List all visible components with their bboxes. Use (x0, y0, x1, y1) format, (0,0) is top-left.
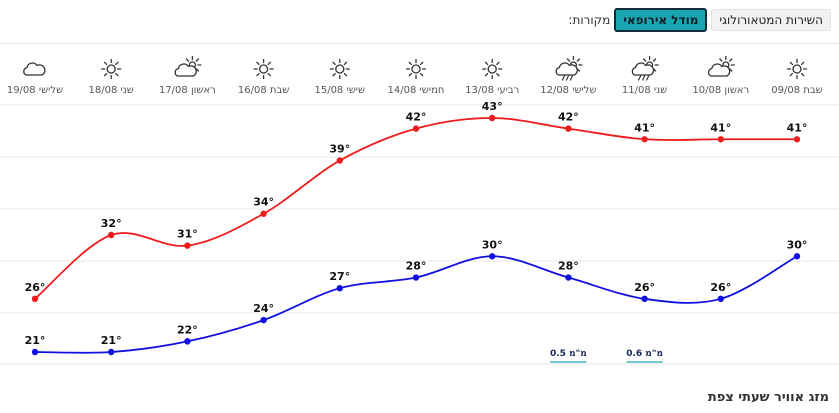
low-temp-label: 24° (253, 302, 274, 315)
low-temp-point (184, 338, 191, 345)
low-temp-label: 21° (25, 334, 46, 347)
header-divider (0, 43, 839, 44)
sun-icon (101, 58, 122, 80)
low-temp-point (412, 274, 420, 281)
high-temp-point (31, 295, 39, 303)
day-label: שבת 16/08 (238, 85, 289, 96)
high-temp-point (565, 125, 572, 132)
low-temp-label: 26° (634, 281, 655, 294)
high-temp-label: 42° (406, 111, 427, 124)
low-temp-point (260, 316, 267, 324)
low-temp-point (565, 274, 572, 281)
high-temp-point (412, 125, 420, 132)
cloud-sun-icon (707, 55, 735, 77)
sun-icon (329, 58, 350, 80)
low-temp-point (31, 348, 39, 356)
temperature-chart: שבת 09/08 ראשון 10/08 שני 11/08 שלישי 12/08… (0, 55, 839, 365)
low-temp-label: 26° (710, 281, 731, 294)
low-temp-label: 28° (558, 260, 579, 273)
high-temp-label: 26° (25, 281, 46, 294)
high-temp-label: 41° (710, 121, 731, 134)
high-temp-label: 32° (101, 217, 122, 230)
sun-icon (405, 58, 427, 80)
day-label: רביעי 13/08 (465, 85, 519, 96)
day-label: שני 18/08 (89, 85, 134, 96)
low-temp-label: 30° (787, 238, 808, 251)
high-temp-point (260, 210, 267, 217)
low-temp-label: 30° (482, 238, 503, 251)
high-temp-label: 42° (558, 111, 579, 124)
high-temp-line (34, 117, 797, 300)
low-temp-point (489, 253, 496, 260)
day-label: חמישי 14/08 (388, 85, 445, 96)
high-temp-point (489, 114, 496, 122)
high-temp-label: 43° (482, 100, 503, 113)
low-temp-point (108, 348, 115, 356)
high-temp-point (641, 136, 648, 143)
sources-label: מקורות: (568, 13, 611, 27)
low-temp-label: 22° (177, 323, 198, 336)
rain-sun-icon (631, 55, 659, 81)
high-temp-point (108, 231, 115, 239)
sources-bar: מקורות: מודל אירופאי השירות המטאורולוגי (566, 8, 831, 32)
day-label: שבת 09/08 (771, 85, 822, 96)
source-european-model-button[interactable]: מודל אירופאי (614, 8, 708, 32)
day-label: שלישי 19/08 (7, 85, 63, 96)
rain-sun-icon (555, 55, 583, 81)
low-temp-label: 21° (101, 334, 122, 347)
low-temp-label: 28° (406, 260, 427, 273)
source-ims-button[interactable]: השירות המטאורולוגי (711, 9, 831, 31)
precip-label: 0.5 מ"מ (550, 349, 587, 359)
high-temp-label: 41° (787, 121, 808, 134)
high-temp-point (717, 136, 724, 143)
high-temp-label: 39° (329, 143, 350, 156)
precip-label: 0.6 מ"מ (626, 349, 663, 359)
day-label: שני 11/08 (622, 85, 667, 96)
day-label: שישי 15/08 (314, 85, 365, 96)
high-temp-label: 41° (634, 121, 655, 134)
sun-icon (786, 58, 808, 80)
low-temp-point (641, 295, 648, 303)
low-temp-label: 27° (329, 270, 350, 283)
day-label: ראשון 10/08 (692, 85, 749, 96)
high-temp-point (336, 157, 343, 164)
high-temp-label: 31° (177, 228, 198, 241)
high-temp-point (793, 136, 801, 143)
cloud-sun-icon (174, 55, 202, 77)
day-label: ראשון 17/08 (159, 85, 216, 96)
sun-icon (253, 58, 274, 80)
low-temp-point (336, 284, 343, 292)
high-temp-point (184, 242, 191, 249)
day-label: שלישי 12/08 (540, 85, 596, 96)
low-temp-point (793, 253, 801, 260)
cloud-icon (23, 62, 46, 76)
section-title: מזג אוויר שעתי צפת (707, 390, 829, 405)
high-temp-label: 34° (253, 196, 274, 209)
sun-icon (482, 58, 503, 80)
low-temp-point (717, 295, 724, 303)
